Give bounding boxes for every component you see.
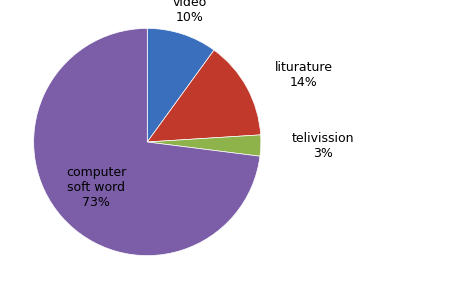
Wedge shape [34,28,260,256]
Text: video
10%: video 10% [173,0,207,24]
Text: telivission
3%: telivission 3% [292,132,354,160]
Wedge shape [147,135,261,156]
Wedge shape [147,50,261,142]
Text: liturature
14%: liturature 14% [275,61,332,89]
Text: computer
soft word
73%: computer soft word 73% [66,166,126,208]
Wedge shape [147,28,214,142]
